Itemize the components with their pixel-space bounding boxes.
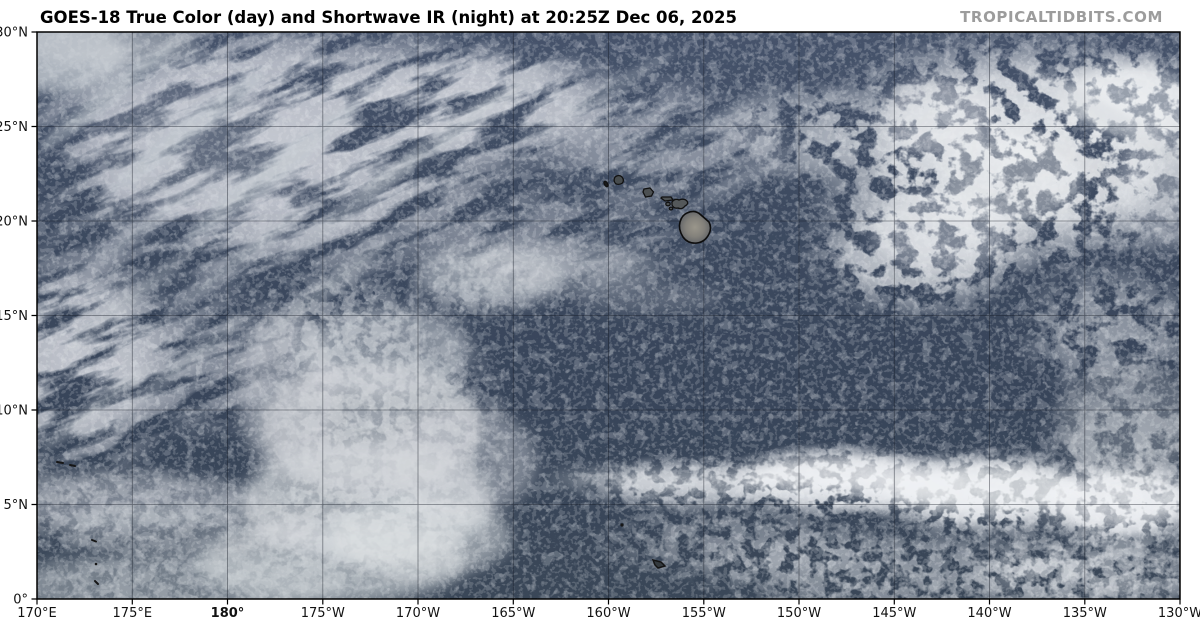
grid-lines (37, 32, 1180, 599)
lat-label-25n: 25°N (0, 120, 28, 135)
image-title: GOES-18 True Color (day) and Shortwave I… (40, 8, 737, 27)
atoll-mark (91, 539, 97, 543)
island-oahu (642, 187, 655, 198)
lon-label-145w: 145°W (872, 606, 916, 621)
lat-label-30n: 30°N (0, 26, 28, 41)
atoll-mark (69, 464, 76, 467)
island-kahoolawe (668, 206, 674, 211)
lon-label-180: 180° (211, 606, 245, 621)
island-molokai (660, 196, 675, 202)
cloud-streaks (39, 43, 1180, 451)
lat-label-15n: 15°N (0, 309, 28, 324)
lat-label-5n: 5°N (4, 498, 29, 513)
atoll-mark (620, 523, 624, 527)
latitude-ticks (31, 31, 37, 600)
lon-label-130w: 130°W (1158, 606, 1200, 621)
latitude-axis: 30°N 25°N 20°N 15°N 10°N 5°N 0° (0, 26, 28, 608)
atoll-mark (56, 461, 64, 464)
lat-label-20n: 20°N (0, 215, 28, 230)
lon-label-170w: 170°W (396, 606, 440, 621)
lon-label-160w: 160°W (586, 606, 630, 621)
hawaiian-islands (603, 174, 712, 244)
atoll-islands (56, 461, 667, 585)
island-maui (671, 198, 689, 210)
island-hawaii-big-island (678, 210, 712, 244)
lon-label-135w: 135°W (1063, 606, 1107, 621)
island-lanai (665, 201, 671, 207)
atoll-mark (94, 562, 98, 566)
lat-label-10n: 10°N (0, 404, 28, 419)
lon-label-140w: 140°W (967, 606, 1011, 621)
lat-label-0: 0° (13, 593, 28, 608)
island-kauai (613, 174, 625, 186)
atoll-mark (94, 580, 99, 585)
lon-label-165w: 165°W (491, 606, 535, 621)
lon-label-175e: 175°E (113, 606, 153, 621)
lon-label-170e: 170°E (17, 606, 57, 621)
lon-label-175w: 175°W (301, 606, 345, 621)
island-kiritimati (651, 558, 667, 569)
lon-label-155w: 155°W (682, 606, 726, 621)
tropicaltidbits-watermark: TROPICALTIDBITS.COM (960, 8, 1163, 26)
island-niihau (603, 180, 609, 188)
lon-label-150w: 150°W (777, 606, 821, 621)
longitude-axis: 170°E 175°E 180° 175°W 170°W 165°W 160°W… (17, 606, 1200, 621)
longitude-ticks (36, 599, 1181, 605)
